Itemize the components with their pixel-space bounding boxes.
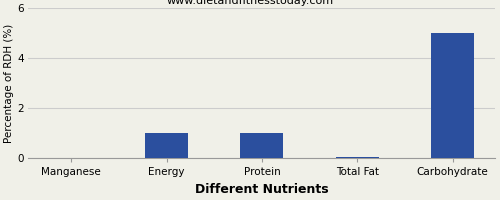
Bar [431,33,474,158]
Bar [240,133,284,158]
Bar [336,157,379,158]
X-axis label: Different Nutrients: Different Nutrients [195,183,328,196]
Y-axis label: Percentage of RDH (%): Percentage of RDH (%) [4,24,14,143]
Text: www.dietandfitnesstoday.com: www.dietandfitnesstoday.com [166,0,334,6]
Bar [145,133,188,158]
